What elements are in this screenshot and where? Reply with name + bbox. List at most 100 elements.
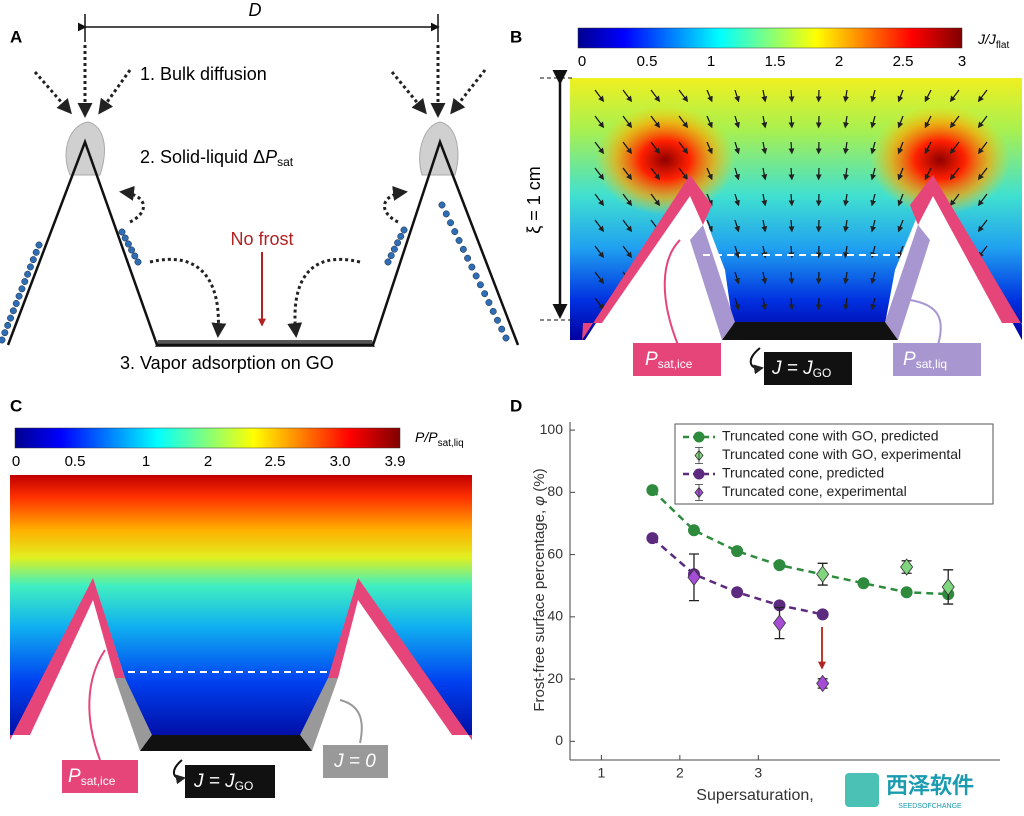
point: [816, 674, 830, 693]
legend-marker: [694, 447, 704, 464]
legend-label: Truncated cone with GO, experimental: [722, 446, 961, 462]
flux-arrow: [949, 115, 960, 129]
flux-arrow: [870, 271, 877, 285]
text: P: [265, 147, 277, 167]
y-tick-label: 80: [547, 483, 563, 499]
pointer: [909, 299, 942, 346]
flux-arrow: [594, 115, 605, 129]
droplet: [485, 299, 493, 306]
flux-arrow: [843, 297, 849, 311]
flux-arrow: [843, 193, 849, 207]
flux-arrow: [594, 245, 605, 259]
flux-arrow: [949, 167, 960, 181]
panel-d: D Frost-free surface percentage, φ (%) S…: [510, 396, 1000, 804]
flux-arrow: [678, 115, 689, 129]
flux-arrow: [734, 167, 740, 181]
droplet: [124, 240, 132, 248]
watermark-text: 西泽软件: [886, 773, 974, 798]
colorbar-tick-label: 2.5: [893, 53, 914, 70]
y-tick-label: 20: [547, 670, 563, 686]
legend-marker: [693, 468, 705, 480]
droplet: [464, 254, 472, 262]
pointer: [339, 699, 363, 744]
flux-arrow: [594, 219, 605, 233]
droplet: [4, 321, 12, 329]
droplet: [18, 285, 26, 293]
flux-arrow: [897, 193, 904, 207]
colorbar: [14, 427, 401, 449]
flux-arrow: [870, 167, 877, 181]
pointer: [663, 239, 681, 346]
pointer: [749, 347, 764, 375]
droplet: [32, 248, 40, 256]
label-box: [633, 343, 721, 376]
flux-arrow: [788, 271, 795, 285]
flux-arrow: [650, 141, 661, 155]
flux-arrow: [977, 141, 988, 155]
flux-arrow: [706, 89, 713, 103]
colorbar-tick-label: 3.9: [385, 453, 406, 470]
droplet: [384, 258, 392, 266]
text: sat,ice: [658, 357, 693, 371]
flux-arrow: [977, 115, 988, 129]
panel-letter: D: [510, 396, 522, 415]
point: [646, 484, 659, 497]
cone-liquid: [115, 678, 152, 751]
text: sat,liq: [438, 438, 464, 449]
text: GO: [235, 779, 254, 793]
colorbar-tick-label: 0.5: [65, 453, 86, 470]
flux-arrow: [897, 167, 904, 181]
flux-arrow: [788, 89, 795, 103]
droplet: [27, 263, 34, 271]
step-label: 2. Solid-liquid ΔPsat: [140, 147, 294, 169]
cone-ice: [328, 578, 472, 740]
flux-arrow: [949, 89, 960, 103]
droplet: [21, 278, 29, 285]
cone-profile: [6, 138, 520, 347]
y-tick-label: 100: [540, 421, 564, 437]
flux-arrow: [761, 193, 768, 207]
cone-ice: [910, 175, 1022, 325]
flux-arrow: [897, 219, 904, 233]
y-tick-label: 40: [547, 608, 563, 624]
flux-arrow: [622, 141, 633, 155]
flux-arrow: [870, 193, 877, 207]
watermark-sub: SEEDSOFCHANGE: [898, 803, 962, 810]
point: [900, 558, 914, 576]
label: J = JGO: [193, 771, 253, 793]
flux-arrow: [843, 245, 849, 259]
flux-arrow: [761, 89, 768, 103]
flux-arrow: [622, 167, 633, 181]
flux-arrow: [761, 219, 768, 233]
droplet: [118, 228, 126, 236]
hot-spot: [870, 105, 1010, 215]
droplet: [494, 316, 501, 324]
go-surface: [140, 735, 312, 751]
flux-arrow: [734, 245, 740, 259]
flux-arrow: [622, 115, 633, 129]
droplet: [442, 210, 450, 218]
droplet: [394, 239, 402, 247]
label-box: [323, 745, 388, 778]
flux-arrow: [734, 219, 740, 233]
watermark-icon: [845, 773, 879, 807]
text: GO: [813, 366, 832, 380]
flux-arrow: [843, 141, 849, 155]
label: Psat,ice: [68, 766, 116, 788]
y-tick-label: 60: [547, 545, 563, 561]
flux-arrow: [788, 219, 795, 233]
colorbar-tick-label: 3: [958, 53, 966, 70]
droplet: [502, 334, 510, 342]
panel-letter: C: [10, 396, 22, 415]
panel-letter: A: [10, 27, 22, 46]
cone-ice: [10, 578, 125, 740]
point: [773, 614, 787, 632]
colorbar-tick-label: 2: [835, 53, 843, 70]
flux-arrow: [734, 297, 740, 311]
annotation: No frost: [230, 229, 293, 249]
flux-arrow: [650, 193, 661, 207]
label: J = JGO: [771, 358, 831, 380]
x-axis-label: Supersaturation,: [696, 787, 813, 804]
point: [773, 599, 786, 612]
flux-arrow: [650, 89, 661, 103]
